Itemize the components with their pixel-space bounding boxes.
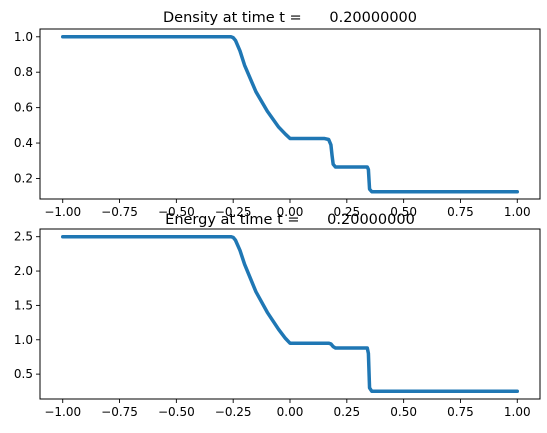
density-xtick-label: 1.00 (504, 205, 531, 219)
energy-xtick-label: 0.00 (277, 405, 304, 419)
energy-ytick-label: 0.5 (14, 367, 33, 381)
energy-ytick-label: 1.0 (14, 333, 33, 347)
density-xtick-label: 0.75 (447, 205, 474, 219)
density-xtick-label: −1.00 (44, 205, 81, 219)
density-xtick-label: −0.25 (215, 205, 252, 219)
density-xtick-label: −0.75 (101, 205, 138, 219)
density-title: Density at time t = 0.20000000 (163, 10, 417, 26)
energy-xtick-label: −0.25 (215, 405, 252, 419)
density-xtick-label: 0.00 (277, 205, 304, 219)
energy-xtick-label: 0.25 (333, 405, 360, 419)
density-ytick-label: 0.6 (14, 101, 33, 115)
density-xtick-label: 0.25 (333, 205, 360, 219)
energy-ytick-label: 2.0 (14, 264, 33, 278)
density-line (60, 35, 520, 194)
energy-ytick-label: 1.5 (14, 298, 33, 312)
density-ytick-label: 1.0 (14, 30, 33, 44)
density-xtick-label: −0.50 (158, 205, 195, 219)
energy-line (60, 234, 520, 394)
axes-energy: Energy at time t = 0.20000000 −1.00 −0.75… (14, 212, 541, 419)
energy-title: Energy at time t = 0.20000000 (165, 212, 415, 228)
density-ytick-label: 0.4 (14, 136, 33, 150)
density-ytick-label: 0.2 (14, 171, 33, 185)
energy-xtick-label: 1.00 (504, 405, 531, 419)
axes-density-frame (39, 28, 541, 200)
axes-energy-frame (39, 228, 541, 400)
energy-ytick-label: 2.5 (14, 230, 33, 244)
energy-xtick-label: −0.50 (158, 405, 195, 419)
density-ytick-label: 0.8 (14, 65, 33, 79)
axes-density: Density at time t = 0.20000000 −1.00 −0.7… (14, 10, 541, 219)
energy-xtick-label: 0.50 (390, 405, 417, 419)
energy-xtick-label: −0.75 (101, 405, 138, 419)
energy-xtick-label: −1.00 (44, 405, 81, 419)
density-xtick-label: 0.50 (390, 205, 417, 219)
energy-xtick-label: 0.75 (447, 405, 474, 419)
